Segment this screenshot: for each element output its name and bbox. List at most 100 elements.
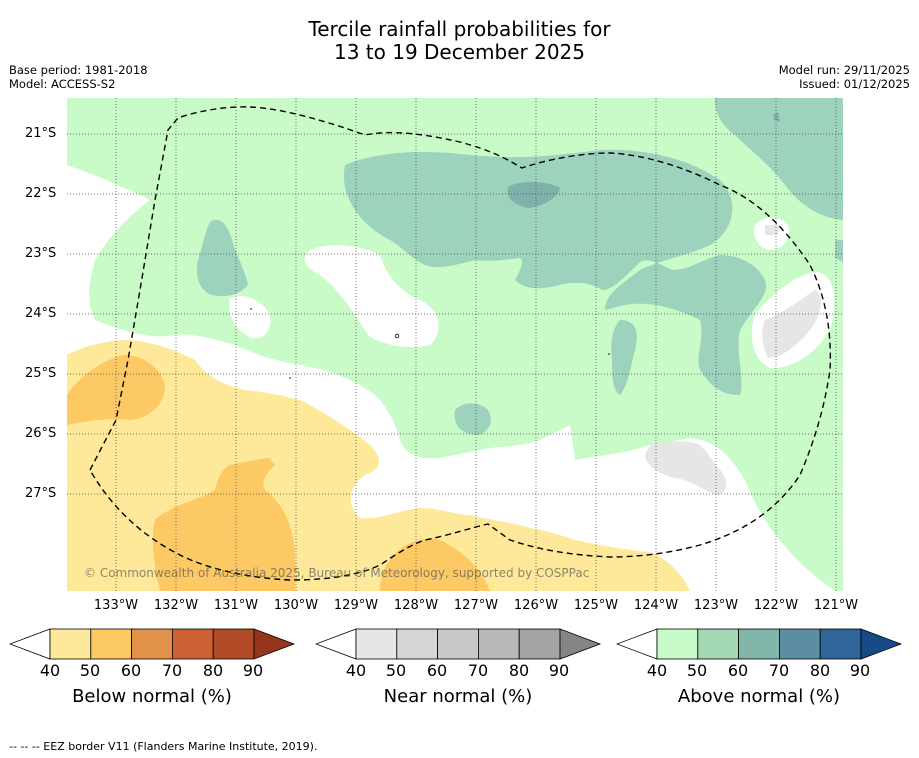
lon-label: 127°W bbox=[453, 598, 499, 613]
island-marker-4 bbox=[608, 353, 610, 355]
near-normal-east-2 bbox=[765, 225, 780, 235]
colorbar-swatch bbox=[355, 628, 398, 660]
lat-label: 26°S bbox=[25, 426, 57, 441]
cbar-near-tick: 70 bbox=[467, 661, 489, 680]
below-normal-50-center bbox=[380, 538, 490, 591]
colorbar-low-extend bbox=[9, 628, 51, 660]
cbar-near-tick: 50 bbox=[385, 661, 407, 680]
colorbar-swatch bbox=[171, 628, 214, 660]
colorbar-swatch bbox=[49, 628, 92, 660]
cbar-below-tick: 90 bbox=[242, 661, 264, 680]
above-normal-50-s bbox=[454, 403, 491, 435]
colorbar-swatch bbox=[437, 628, 479, 660]
above-normal-60-region bbox=[507, 181, 560, 208]
lon-label: 126°W bbox=[513, 598, 559, 613]
lon-label: 128°W bbox=[393, 598, 439, 613]
lon-label: 124°W bbox=[633, 598, 679, 613]
colorbar-swatch bbox=[697, 628, 740, 660]
colorbar-swatch bbox=[518, 628, 561, 660]
cbar-near-tick: 80 bbox=[508, 661, 530, 680]
cbar-above-tick: 70 bbox=[768, 661, 790, 680]
above-normal-60-ne bbox=[773, 112, 780, 122]
colorbar-high-extend bbox=[559, 628, 602, 660]
lon-label: 123°W bbox=[693, 598, 739, 613]
lat-label: 27°S bbox=[25, 486, 57, 501]
cbar-below-tick: 70 bbox=[161, 661, 183, 680]
copyright-notice: © Commonwealth of Australia 2025, Bureau… bbox=[84, 566, 590, 580]
colorbar-swatch bbox=[131, 628, 173, 660]
above-normal-50-mid bbox=[611, 320, 637, 395]
colorbar-high-extend bbox=[860, 628, 903, 660]
colorbar-swatch bbox=[396, 628, 439, 660]
above-normal-50-w bbox=[196, 219, 248, 297]
issued-date: Issued: 01/12/2025 bbox=[799, 77, 910, 91]
cbar-above-tick: 90 bbox=[849, 661, 871, 680]
colorbar-low-extend bbox=[315, 628, 357, 660]
above-normal-50-e bbox=[835, 240, 843, 262]
colorbar-label-near: Near normal (%) bbox=[383, 686, 533, 707]
lon-label: 131°W bbox=[213, 598, 259, 613]
near-normal-east bbox=[762, 290, 822, 358]
colorbar-low-extend bbox=[616, 628, 658, 660]
meta-right: Model run: 29/11/2025 Issued: 01/12/2025 bbox=[779, 63, 910, 91]
below-normal-50-south bbox=[152, 458, 295, 591]
lon-label: 130°W bbox=[273, 598, 319, 613]
white-gap-center bbox=[304, 245, 439, 347]
colorbar-swatch bbox=[656, 628, 699, 660]
lat-label: 21°S bbox=[25, 126, 57, 141]
colorbar-swatches bbox=[616, 628, 903, 660]
cbar-above-tick: 50 bbox=[686, 661, 708, 680]
colorbar-swatch bbox=[778, 628, 821, 660]
colorbar-swatch bbox=[212, 628, 255, 660]
colorbar-above-normal bbox=[616, 628, 903, 660]
eez-border bbox=[89, 106, 832, 581]
cbar-above-tick: 40 bbox=[646, 661, 668, 680]
cbar-above-tick: 60 bbox=[727, 661, 749, 680]
lon-label: 122°W bbox=[753, 598, 799, 613]
cbar-below-tick: 60 bbox=[120, 661, 142, 680]
cbar-near-tick: 60 bbox=[426, 661, 448, 680]
lon-label: 129°W bbox=[333, 598, 379, 613]
colorbar-swatches bbox=[315, 628, 602, 660]
lat-label: 22°S bbox=[25, 186, 57, 201]
lon-label: 133°W bbox=[93, 598, 139, 613]
cbar-near-tick: 40 bbox=[345, 661, 367, 680]
colorbar-swatch bbox=[477, 628, 520, 660]
white-gap-left bbox=[229, 295, 271, 339]
lon-label: 132°W bbox=[153, 598, 199, 613]
lat-label: 24°S bbox=[25, 306, 57, 321]
island-marker bbox=[394, 333, 400, 339]
base-period: Base period: 1981-2018 bbox=[9, 63, 148, 77]
colorbar-high-extend bbox=[253, 628, 296, 660]
lat-label: 23°S bbox=[25, 246, 57, 261]
colorbar-near-normal bbox=[315, 628, 602, 660]
model-name: Model: ACCESS-S2 bbox=[9, 77, 116, 91]
lon-label: 125°W bbox=[573, 598, 619, 613]
eez-footnote: -- -- -- EEZ border V11 (Flanders Marine… bbox=[9, 740, 318, 753]
colorbar-swatch bbox=[90, 628, 133, 660]
lat-label: 25°S bbox=[25, 366, 57, 381]
title-line-1: Tercile rainfall probabilities for bbox=[308, 17, 611, 41]
grid-lines bbox=[67, 98, 843, 591]
cbar-below-tick: 40 bbox=[39, 661, 61, 680]
above-normal-50-region bbox=[343, 149, 766, 395]
meta-left: Base period: 1981-2018 Model: ACCESS-S2 bbox=[9, 63, 148, 91]
island-marker-3 bbox=[289, 377, 291, 379]
colorbar-swatch bbox=[738, 628, 780, 660]
lon-label: 121°W bbox=[813, 598, 859, 613]
colorbar-swatches bbox=[9, 628, 296, 660]
colorbar-label-above: Above normal (%) bbox=[677, 686, 841, 707]
chart-title: Tercile rainfall probabilities for 13 to… bbox=[0, 18, 919, 64]
colorbar-label-below: Below normal (%) bbox=[72, 686, 232, 707]
cbar-near-tick: 90 bbox=[548, 661, 570, 680]
model-run: Model run: 29/11/2025 bbox=[778, 63, 910, 77]
near-normal-region bbox=[645, 441, 727, 495]
island-marker-2 bbox=[250, 308, 252, 310]
cbar-below-tick: 80 bbox=[202, 661, 224, 680]
colorbar-swatch bbox=[819, 628, 862, 660]
above-normal-50-ne bbox=[714, 98, 843, 220]
cbar-below-tick: 50 bbox=[79, 661, 101, 680]
colorbar-below-normal bbox=[9, 628, 296, 660]
cbar-above-tick: 80 bbox=[809, 661, 831, 680]
